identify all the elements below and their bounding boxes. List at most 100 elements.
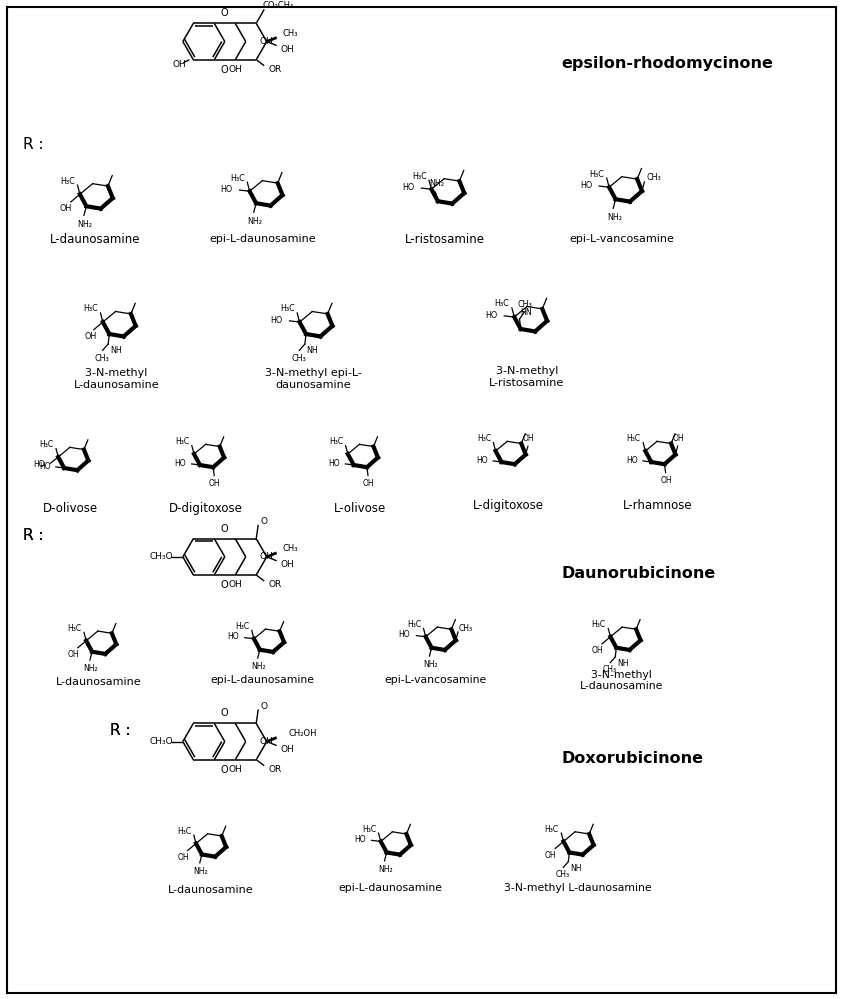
- Text: O: O: [260, 517, 268, 526]
- Text: H₃C: H₃C: [477, 435, 491, 444]
- Text: H₃C: H₃C: [407, 620, 421, 629]
- Text: CH₃: CH₃: [459, 623, 473, 632]
- Text: NH: NH: [307, 347, 319, 356]
- Text: NH₂: NH₂: [78, 220, 93, 229]
- Text: R :: R :: [110, 723, 131, 738]
- Text: CH₃: CH₃: [647, 174, 662, 183]
- Text: L-rhamnose: L-rhamnose: [623, 500, 692, 512]
- Text: HN: HN: [521, 308, 533, 317]
- Text: CH₃: CH₃: [282, 29, 298, 38]
- Text: OH: OH: [592, 646, 604, 655]
- Text: 3-​N-methyl L-daunosamine: 3-​N-methyl L-daunosamine: [504, 883, 652, 893]
- Text: HO: HO: [271, 316, 282, 325]
- Text: L-olivose: L-olivose: [334, 502, 386, 515]
- Text: H₃C: H₃C: [235, 622, 250, 631]
- Text: L-daunosamine: L-daunosamine: [51, 233, 141, 246]
- Text: NH₂: NH₂: [247, 217, 262, 226]
- Text: OH: OH: [281, 45, 294, 54]
- Text: H₃C: H₃C: [40, 441, 54, 450]
- Text: epi-L-vancosamine: epi-L-vancosamine: [385, 675, 487, 685]
- Text: CH₃: CH₃: [603, 665, 617, 674]
- Text: OR: OR: [268, 765, 282, 774]
- Text: L-daunosamine: L-daunosamine: [168, 885, 253, 895]
- Text: O: O: [221, 8, 228, 18]
- Text: NH₂: NH₂: [194, 867, 208, 876]
- Text: O: O: [221, 65, 228, 75]
- Text: H₃C: H₃C: [280, 305, 295, 314]
- Text: NH₂: NH₂: [429, 179, 444, 188]
- Text: H₃C: H₃C: [411, 172, 427, 181]
- Text: OH: OH: [228, 65, 243, 74]
- Text: H₃C: H₃C: [175, 438, 190, 447]
- Text: HO: HO: [399, 630, 411, 639]
- Text: 3-​N-methyl epi-L-
daunosamine: 3-​N-methyl epi-L- daunosamine: [265, 368, 362, 390]
- Text: OH: OH: [523, 435, 534, 444]
- Text: HO: HO: [486, 311, 497, 320]
- Text: H₃C: H₃C: [83, 305, 98, 314]
- Text: HO: HO: [221, 185, 233, 194]
- Text: HO: HO: [175, 459, 186, 468]
- Text: CO₂CH₃: CO₂CH₃: [262, 1, 294, 10]
- Text: CH₃O: CH₃O: [149, 552, 173, 561]
- Text: D-digitoxose: D-digitoxose: [169, 502, 244, 515]
- Text: R :: R :: [23, 528, 43, 543]
- Text: HO: HO: [39, 462, 51, 471]
- Text: OR: OR: [268, 580, 282, 589]
- Text: NH₂: NH₂: [251, 662, 266, 671]
- Text: Doxorubicinone: Doxorubicinone: [561, 751, 704, 766]
- Text: R :: R :: [23, 137, 43, 152]
- Text: L-digitoxose: L-digitoxose: [472, 500, 544, 512]
- Text: OH: OH: [173, 60, 186, 69]
- Text: H₃C: H₃C: [67, 624, 82, 633]
- Text: L-ristosamine: L-ristosamine: [405, 233, 485, 246]
- Text: OH: OH: [260, 737, 273, 746]
- Text: OH: OH: [281, 745, 294, 754]
- Text: CH₂OH: CH₂OH: [288, 729, 317, 738]
- Text: 3-​N-methyl
L-ristosamine: 3-​N-methyl L-ristosamine: [489, 366, 565, 388]
- Text: O: O: [221, 708, 228, 718]
- Text: NH₂: NH₂: [379, 865, 393, 874]
- Text: H₃C: H₃C: [545, 825, 559, 834]
- Text: NH: NH: [110, 347, 121, 356]
- Text: epsilon-rhodomycinone: epsilon-rhodomycinone: [561, 56, 774, 71]
- Text: CH₃: CH₃: [556, 870, 570, 879]
- Text: OH: OH: [67, 650, 79, 659]
- Text: H₃C: H₃C: [495, 300, 509, 309]
- Text: OH: OH: [545, 851, 556, 860]
- Text: NH: NH: [617, 659, 628, 668]
- Text: CH₃O: CH₃O: [149, 737, 173, 746]
- Text: HO: HO: [227, 632, 239, 641]
- Text: OH: OH: [209, 480, 221, 489]
- Text: H₃C: H₃C: [362, 825, 376, 834]
- Text: epi-L-daunosamine: epi-L-daunosamine: [338, 883, 442, 893]
- Text: HO: HO: [626, 456, 637, 465]
- Text: NH₂: NH₂: [83, 664, 99, 673]
- Text: L-daunosamine: L-daunosamine: [56, 677, 142, 687]
- Text: epi-L-vancosamine: epi-L-vancosamine: [569, 234, 674, 244]
- Text: H₃C: H₃C: [589, 170, 604, 179]
- Text: OR: OR: [268, 65, 282, 74]
- Text: CH₃: CH₃: [292, 354, 306, 363]
- Text: H₃C: H₃C: [60, 177, 75, 186]
- Text: OH: OH: [228, 765, 243, 774]
- Text: O: O: [221, 764, 228, 774]
- Text: OH: OH: [260, 552, 273, 561]
- Text: CH₃: CH₃: [518, 301, 533, 310]
- Text: HO: HO: [476, 456, 488, 465]
- Text: 3-​N-methyl
L-daunosamine: 3-​N-methyl L-daunosamine: [580, 669, 663, 691]
- Text: HO: HO: [33, 461, 45, 470]
- Text: HO: HO: [354, 835, 365, 844]
- Text: OH: OH: [362, 480, 374, 489]
- Text: O: O: [221, 523, 228, 533]
- Text: OH: OH: [84, 332, 96, 341]
- Text: OH: OH: [260, 37, 273, 46]
- Text: HO: HO: [329, 459, 340, 468]
- Text: Daunorubicinone: Daunorubicinone: [561, 566, 716, 581]
- Text: NH₂: NH₂: [607, 213, 622, 222]
- Text: OH: OH: [177, 853, 189, 862]
- Text: R :: R :: [110, 723, 131, 738]
- Text: H₃C: H₃C: [329, 438, 343, 447]
- Text: HO: HO: [402, 183, 415, 192]
- Text: OH: OH: [281, 560, 294, 569]
- Text: H₃C: H₃C: [592, 620, 606, 629]
